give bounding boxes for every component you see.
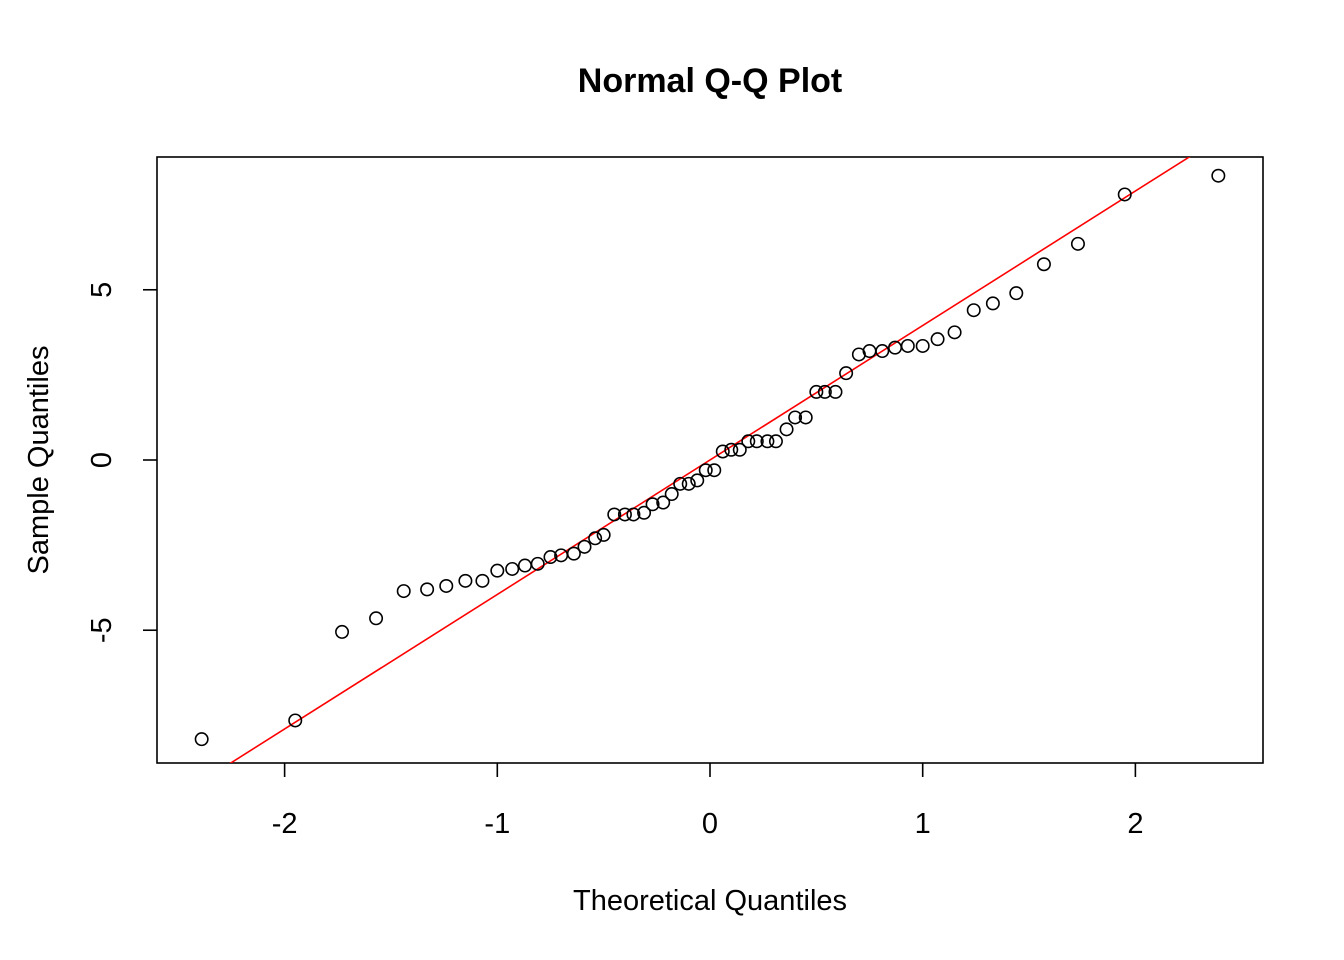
data-point (1211, 168, 1226, 183)
data-point (673, 476, 688, 491)
x-tick-label: -2 (272, 808, 298, 840)
data-point (288, 713, 303, 728)
data-point (707, 463, 722, 478)
data-point (875, 344, 890, 359)
x-tick-label: 0 (702, 808, 718, 840)
data-point (900, 338, 915, 353)
data-point (828, 384, 843, 399)
data-point (798, 410, 813, 425)
data-point (741, 434, 756, 449)
data-point (656, 495, 671, 510)
data-point (947, 325, 962, 340)
data-point (596, 527, 611, 542)
data-point (1009, 286, 1024, 301)
data-point (690, 473, 705, 488)
data-point (458, 573, 473, 588)
x-axis-title: Theoretical Quantiles (573, 885, 847, 917)
data-point (985, 296, 1000, 311)
data-point (930, 332, 945, 347)
data-point (439, 578, 454, 593)
data-point (732, 442, 747, 457)
data-point (839, 366, 854, 381)
reference-line (229, 157, 1191, 763)
data-point (915, 338, 930, 353)
data-point (788, 410, 803, 425)
data-point (724, 442, 739, 457)
data-point (396, 584, 411, 599)
x-axis: -2 -1 0 1 2 (272, 763, 1143, 840)
data-point (617, 507, 632, 522)
data-point (698, 463, 713, 478)
data-point (862, 344, 877, 359)
data-point (543, 550, 558, 565)
data-point (645, 497, 660, 512)
data-point (664, 487, 679, 502)
data-point (607, 507, 622, 522)
data-point (817, 384, 832, 399)
data-point (1036, 257, 1051, 272)
data-point (505, 561, 520, 576)
data-point (1070, 236, 1085, 251)
data-point (194, 732, 209, 747)
data-point (577, 539, 592, 554)
x-tick-label: 1 (915, 808, 931, 840)
data-point (966, 303, 981, 318)
x-tick-label: 2 (1127, 808, 1143, 840)
y-tick-label: 5 (86, 282, 118, 298)
data-point (335, 624, 350, 639)
data-point (1117, 187, 1132, 202)
data-point (420, 582, 435, 597)
y-tick-label: 0 (86, 452, 118, 468)
data-point (809, 384, 824, 399)
data-point (566, 546, 581, 561)
data-point (369, 611, 384, 626)
data-point (588, 531, 603, 546)
data-point (490, 563, 505, 578)
data-point (681, 476, 696, 491)
y-tick-label: -5 (86, 617, 118, 643)
data-point (749, 434, 764, 449)
data-point (626, 507, 641, 522)
data-point (637, 505, 652, 520)
data-point (715, 444, 730, 459)
data-point (760, 434, 775, 449)
data-point (768, 434, 783, 449)
data-point (779, 422, 794, 437)
y-axis: -5 0 5 (86, 282, 157, 643)
y-axis-title: Sample Quantiles (23, 346, 55, 575)
x-tick-label: -1 (484, 808, 510, 840)
chart-title: Normal Q-Q Plot (578, 62, 842, 100)
data-point (517, 558, 532, 573)
data-point (475, 573, 490, 588)
data-points (194, 168, 1226, 747)
data-point (530, 556, 545, 571)
